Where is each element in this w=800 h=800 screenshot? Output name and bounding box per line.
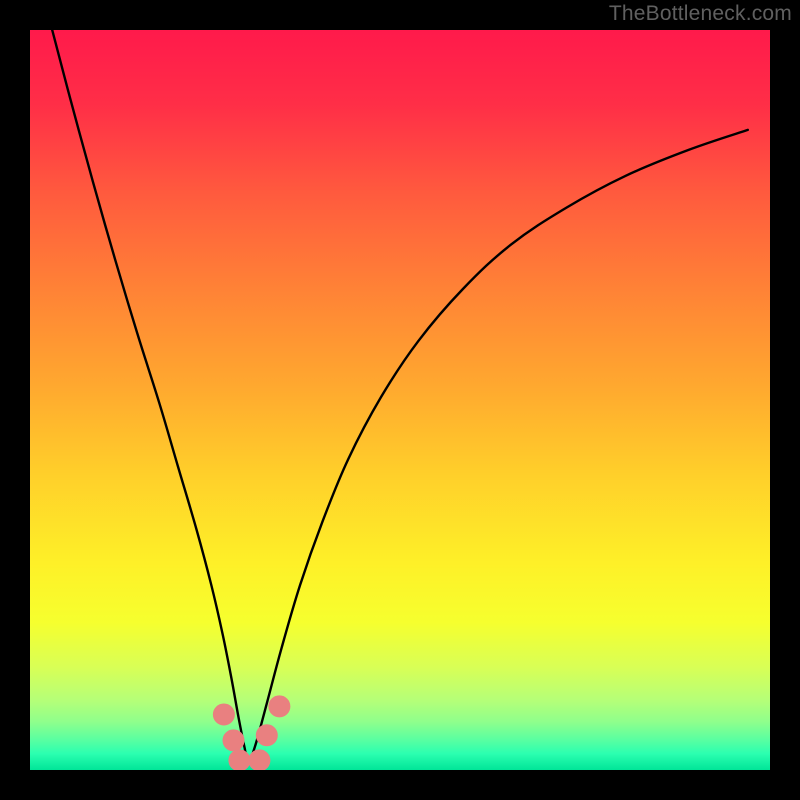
data-marker (223, 730, 244, 751)
data-marker (269, 696, 290, 717)
plot-background (30, 30, 770, 770)
data-marker (256, 725, 277, 746)
chart-stage: TheBottleneck.com (0, 0, 800, 800)
bottleneck-chart (0, 0, 800, 800)
data-marker (249, 750, 270, 771)
data-marker (213, 704, 234, 725)
watermark-text: TheBottleneck.com (609, 2, 792, 26)
data-marker (229, 750, 250, 771)
